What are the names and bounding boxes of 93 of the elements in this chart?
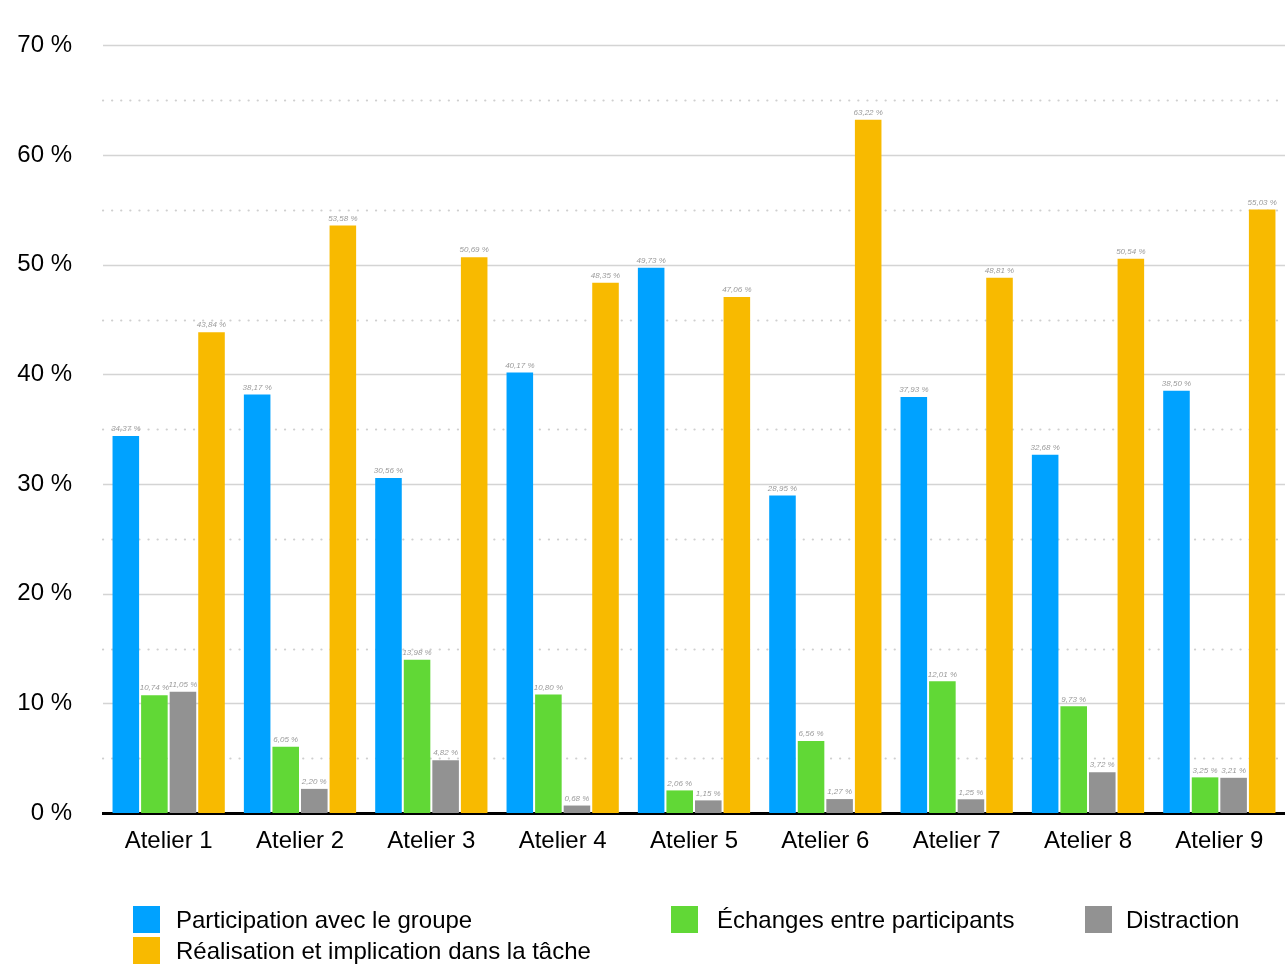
- bar: [1031, 454, 1059, 813]
- y-tick-label: 50 %: [17, 249, 72, 277]
- x-tick-label: Atelier 4: [518, 826, 607, 854]
- data-label: 10,80 %: [533, 682, 564, 692]
- bar: [198, 332, 225, 813]
- data-label: 47,06 %: [722, 285, 752, 295]
- data-label: 37,93 %: [899, 385, 929, 395]
- legend-label: Échanges entre participants: [717, 905, 1015, 934]
- bar: [432, 760, 459, 813]
- bar: [301, 788, 328, 813]
- data-label: 13,98 %: [402, 647, 432, 657]
- data-label: 49,73 %: [636, 255, 666, 265]
- data-label: 32,68 %: [1030, 442, 1060, 452]
- data-label: 6,56 %: [798, 729, 824, 739]
- data-label: 38,17 %: [242, 382, 272, 392]
- data-label: 10,74 %: [139, 683, 170, 693]
- bar: [826, 799, 853, 813]
- bar: [141, 695, 168, 813]
- data-label: 48,35 %: [590, 271, 621, 281]
- bar: [403, 659, 431, 813]
- legend-label: Participation avec le groupe: [176, 905, 473, 934]
- bar: [723, 296, 751, 813]
- data-label: 53,58 %: [328, 213, 358, 223]
- bar: [506, 372, 534, 813]
- data-label: 0,68 %: [564, 793, 590, 803]
- data-label: 1,27 %: [827, 787, 853, 797]
- data-label: 3,21 %: [1221, 766, 1247, 776]
- data-label: 2,06 %: [666, 778, 693, 788]
- data-label: 3,72 %: [1089, 760, 1115, 770]
- data-label: 11,05 %: [168, 680, 198, 690]
- x-tick-label: Atelier 8: [1043, 826, 1133, 854]
- bar: [695, 800, 722, 813]
- legend-label: Réalisation et implication dans la tâche: [176, 936, 591, 965]
- data-label: 9,73 %: [1061, 694, 1087, 704]
- legend-label: Distraction: [1126, 905, 1240, 934]
- bar: [929, 681, 956, 813]
- bar: [666, 790, 693, 813]
- bar: [243, 394, 271, 813]
- data-label: 12,01 %: [927, 669, 958, 679]
- y-tick-label: 70 %: [17, 30, 72, 58]
- data-label: 38,50 %: [1161, 379, 1192, 389]
- x-tick-label: Atelier 9: [1175, 826, 1264, 854]
- bar: [1163, 390, 1190, 813]
- bar: [1248, 209, 1276, 813]
- bar: [854, 119, 882, 813]
- data-label: 1,25 %: [958, 787, 984, 797]
- bar: [169, 691, 197, 813]
- bar: [797, 741, 825, 813]
- x-tick-label: Atelier 5: [649, 826, 739, 854]
- data-label: 1,15 %: [695, 788, 721, 798]
- bar: [460, 257, 488, 813]
- y-tick-label: 60 %: [17, 139, 72, 167]
- data-label: 2,20 %: [300, 777, 327, 787]
- data-label: 63,22 %: [853, 107, 883, 117]
- bar: [1220, 777, 1247, 813]
- data-label: 4,82 %: [433, 748, 459, 758]
- x-tick-label: Atelier 2: [255, 826, 345, 854]
- bar: [329, 225, 357, 813]
- x-tick-label: Atelier 6: [781, 826, 870, 854]
- bar: [986, 277, 1013, 813]
- bar: [535, 694, 562, 813]
- x-tick-label: Atelier 7: [912, 826, 1001, 854]
- bar: [375, 477, 402, 813]
- bar: [1060, 706, 1087, 813]
- x-tick-label: Atelier 1: [124, 826, 213, 854]
- bar: [272, 746, 299, 813]
- data-label: 30,56 %: [373, 466, 404, 476]
- y-tick-label: 10 %: [17, 687, 72, 715]
- bar: [1191, 777, 1219, 813]
- bar: [1117, 258, 1145, 813]
- y-tick-label: 30 %: [17, 468, 72, 496]
- data-label: 48,81 %: [984, 265, 1015, 275]
- bar: [769, 495, 796, 813]
- bar: [1089, 772, 1116, 813]
- data-label: 6,05 %: [273, 734, 299, 744]
- bar: [900, 397, 928, 813]
- y-tick-label: 20 %: [17, 578, 72, 606]
- data-label: 50,54 %: [1116, 247, 1146, 257]
- bar: [957, 799, 985, 813]
- x-tick-label: Atelier 3: [387, 826, 476, 854]
- y-tick-label: 0 %: [30, 797, 72, 825]
- data-label: 28,95 %: [766, 483, 798, 493]
- bar: [563, 805, 591, 813]
- bar: [637, 267, 665, 813]
- bar: [112, 436, 140, 813]
- data-label: 3,25 %: [1192, 765, 1218, 775]
- data-label: 43,84 %: [196, 320, 227, 330]
- data-label: 55,03 %: [1247, 197, 1277, 207]
- y-tick-label: 40 %: [17, 359, 72, 386]
- bar: [592, 282, 619, 813]
- data-label: 40,17 %: [505, 360, 535, 370]
- data-label: 34,37 %: [111, 424, 141, 434]
- data-label: 50,69 %: [459, 245, 489, 255]
